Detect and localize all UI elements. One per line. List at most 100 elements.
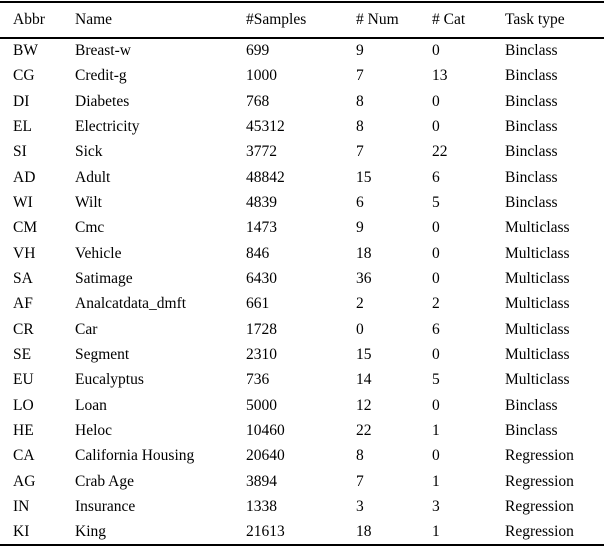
- table-header: Abbr Name #Samples # Num # Cat Task type: [0, 2, 604, 39]
- table-cell: Electricity: [75, 117, 140, 135]
- table-cell: 0: [356, 320, 364, 338]
- table-cell: 7: [356, 143, 364, 161]
- table-cell: 1473: [246, 219, 277, 237]
- table-cell: HE: [13, 422, 34, 440]
- table-cell: Diabetes: [75, 92, 130, 110]
- table-cell: 7: [356, 472, 364, 490]
- table-cell: 13: [432, 67, 448, 85]
- table-cell: Heloc: [75, 422, 113, 440]
- table-cell: 1: [432, 472, 440, 490]
- table-cell: 736: [246, 371, 270, 389]
- table-cell: 3772: [246, 143, 277, 161]
- table-cell: 661: [246, 295, 270, 313]
- table-cell: 0: [432, 42, 440, 60]
- table-cell: 0: [432, 396, 440, 414]
- table-cell: KI: [13, 522, 30, 540]
- table-cell: CG: [13, 67, 35, 85]
- table-cell: Wilt: [75, 193, 102, 211]
- table-cell: 0: [432, 244, 440, 262]
- table-cell: Multiclass: [505, 346, 570, 364]
- table-cell: Crab Age: [75, 472, 134, 490]
- table-cell: CA: [13, 447, 35, 465]
- table-cell: Cmc: [75, 219, 105, 237]
- table-cell: 2: [356, 295, 364, 313]
- table-cell: 0: [432, 346, 440, 364]
- table-row: KI King 21613 18 1 Regression: [0, 520, 604, 545]
- table-cell: Binclass: [505, 422, 558, 440]
- table-cell: 0: [432, 219, 440, 237]
- table-cell: VH: [13, 244, 36, 262]
- table-row: EL Electricity 45312 8 0 Binclass: [0, 114, 604, 139]
- table-cell: Analcatdata_dmft: [75, 295, 187, 313]
- table-cell: SA: [13, 270, 33, 288]
- table-cell: 1338: [246, 498, 277, 516]
- table-cell: Insurance: [75, 498, 136, 516]
- table-body: BW Breast-w 699 9 0 Binclass CG Credit-g 1000 7 13…: [0, 38, 604, 545]
- table-cell: 0: [432, 447, 440, 465]
- table-cell: Regression: [505, 498, 574, 516]
- table-cell: 18: [356, 244, 372, 262]
- table-cell: Credit-g: [75, 67, 127, 85]
- table-cell: Segment: [75, 346, 130, 364]
- table-cell: 48842: [246, 168, 285, 186]
- column-header-cat: # Cat: [432, 2, 505, 39]
- column-header-num: # Num: [356, 2, 432, 39]
- table-row: CA California Housing 20640 8 0 Regression: [0, 444, 604, 469]
- table-cell: 1: [432, 522, 440, 540]
- table-cell: 5: [432, 371, 440, 389]
- table-cell: 6430: [246, 270, 277, 288]
- table-row: DI Diabetes 768 8 0 Binclass: [0, 89, 604, 114]
- table-row: BW Breast-w 699 9 0 Binclass: [0, 38, 604, 63]
- table-cell: SE: [13, 346, 32, 364]
- table-cell: Binclass: [505, 168, 558, 186]
- table-row: SA Satimage 6430 36 0 Multiclass: [0, 266, 604, 291]
- table-cell: Multiclass: [505, 219, 570, 237]
- table-cell: IN: [13, 498, 30, 516]
- table-cell: SI: [13, 143, 27, 161]
- table-row: CR Car 1728 0 6 Multiclass: [0, 317, 604, 342]
- table-cell: Adult: [75, 168, 111, 186]
- table-cell: Binclass: [505, 92, 558, 110]
- table-cell: EU: [13, 371, 34, 389]
- table-cell: 5000: [246, 396, 277, 414]
- table-row: SE Segment 2310 15 0 Multiclass: [0, 342, 604, 367]
- table-cell: 18: [356, 522, 372, 540]
- table-cell: AD: [13, 168, 36, 186]
- table-cell: 846: [246, 244, 270, 262]
- table-cell: 0: [432, 117, 440, 135]
- table-cell: 14: [356, 371, 372, 389]
- table-cell: EL: [13, 117, 32, 135]
- table-row: SI Sick 3772 7 22 Binclass: [0, 139, 604, 164]
- table-cell: 6: [356, 193, 364, 211]
- table-cell: 1000: [246, 67, 277, 85]
- table-cell: BW: [13, 42, 38, 60]
- table-cell: 3: [356, 498, 364, 516]
- table-cell: Eucalyptus: [75, 371, 144, 389]
- table-row: HE Heloc 10460 22 1 Binclass: [0, 418, 604, 443]
- table-cell: 8: [356, 92, 364, 110]
- table-cell: Multiclass: [505, 320, 570, 338]
- table-cell: Multiclass: [505, 371, 570, 389]
- column-header-abbr: Abbr: [0, 2, 75, 39]
- column-header-name: Name: [75, 2, 246, 39]
- table-cell: 768: [246, 92, 270, 110]
- table-cell: CR: [13, 320, 34, 338]
- table-row: WI Wilt 4839 6 5 Binclass: [0, 190, 604, 215]
- table-cell: 8: [356, 117, 364, 135]
- table-cell: DI: [13, 92, 30, 110]
- table-cell: 15: [356, 168, 372, 186]
- table-cell: 22: [356, 422, 372, 440]
- table-cell: 3894: [246, 472, 277, 490]
- table-cell: 2310: [246, 346, 277, 364]
- table-cell: 5: [432, 193, 440, 211]
- header-row: Abbr Name #Samples # Num # Cat Task type: [0, 2, 604, 39]
- table-cell: 9: [356, 42, 364, 60]
- table-cell: 699: [246, 42, 270, 60]
- table-cell: Car: [75, 320, 98, 338]
- table-row: LO Loan 5000 12 0 Binclass: [0, 393, 604, 418]
- table-cell: 15: [356, 346, 372, 364]
- table-cell: Vehicle: [75, 244, 122, 262]
- table-cell: 1: [432, 422, 440, 440]
